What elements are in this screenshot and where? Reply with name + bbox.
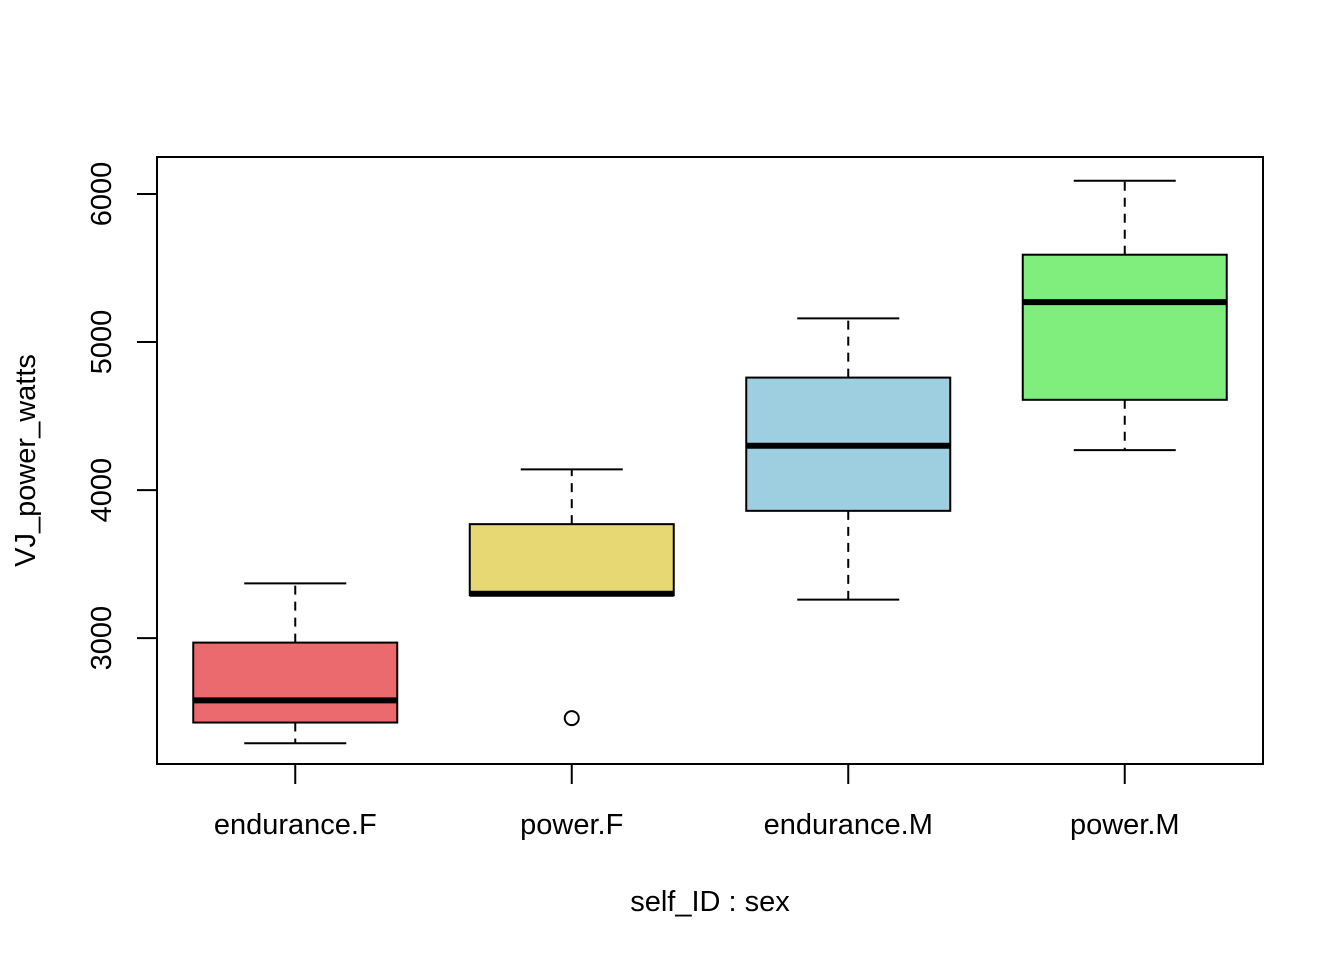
box-group-endurance-m <box>745 317 952 601</box>
iqr-box <box>468 523 675 597</box>
box-group-power-f <box>468 468 675 727</box>
y-axis-title: VJ_power_watts <box>10 354 42 567</box>
x-tick-label: power.F <box>520 809 623 841</box>
x-axis-title: self_ID : sex <box>630 886 790 918</box>
boxplot-marks-layer <box>192 179 1228 745</box>
y-tick-label: 3000 <box>86 606 118 671</box>
x-tick-label: power.M <box>1070 809 1180 841</box>
axes-layer: endurance.F power.F endurance.M power.M 3000… <box>86 162 1180 841</box>
x-tick-label: endurance.M <box>764 809 933 841</box>
iqr-box <box>192 641 399 724</box>
box-group-endurance-f <box>192 582 399 745</box>
y-tick-label: 5000 <box>86 310 118 375</box>
x-tick-label: endurance.F <box>214 809 377 841</box>
y-tick-label: 4000 <box>86 458 118 523</box>
outlier-point <box>563 710 580 727</box>
y-tick-label: 6000 <box>86 162 118 227</box>
iqr-box <box>1021 253 1228 401</box>
box-group-power-m <box>1021 179 1228 452</box>
